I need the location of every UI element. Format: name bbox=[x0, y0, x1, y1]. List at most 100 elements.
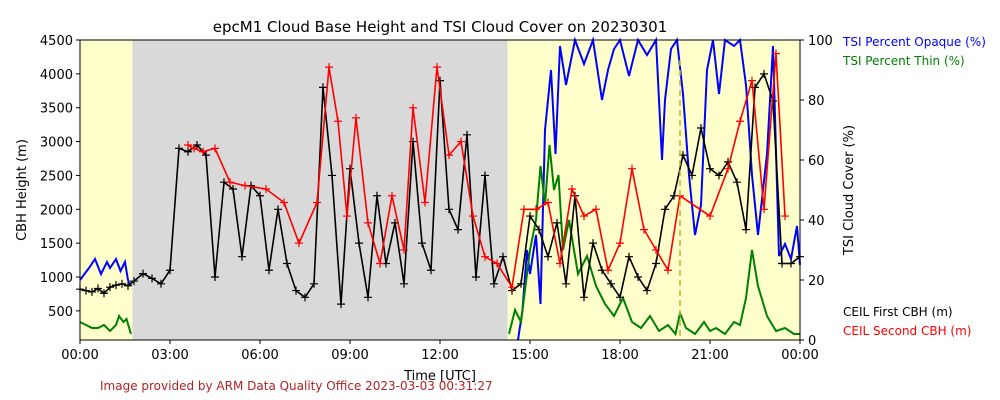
series-2 bbox=[76, 69, 804, 309]
series-layer bbox=[76, 36, 804, 341]
point-2-79 bbox=[760, 69, 768, 78]
point-2-75 bbox=[724, 157, 732, 166]
point-2-1 bbox=[82, 286, 90, 295]
point-3-43 bbox=[736, 117, 744, 126]
point-2-74 bbox=[715, 171, 723, 180]
shade-region-0 bbox=[80, 40, 133, 340]
y-axis-label-left: CBH Height (m) bbox=[15, 139, 30, 241]
point-2-30 bbox=[319, 83, 327, 92]
x-tick-label-7: 21:00 bbox=[691, 348, 728, 363]
point-3-44 bbox=[748, 76, 756, 85]
point-2-44 bbox=[445, 205, 453, 214]
y-right-tick-label-4: 80 bbox=[808, 94, 825, 109]
point-2-53 bbox=[526, 212, 534, 221]
point-2-81 bbox=[778, 259, 786, 268]
point-2-15 bbox=[184, 147, 192, 156]
point-3-26 bbox=[508, 283, 516, 292]
point-3-25 bbox=[493, 259, 501, 268]
y-left-tick-label-7: 4000 bbox=[40, 68, 73, 83]
series-0 bbox=[79, 36, 801, 341]
point-2-7 bbox=[118, 279, 126, 288]
point-2-47 bbox=[472, 273, 480, 282]
point-2-82 bbox=[787, 259, 795, 268]
point-3-14 bbox=[364, 218, 372, 227]
point-3-47 bbox=[781, 212, 789, 221]
point-2-21 bbox=[238, 252, 246, 261]
point-3-20 bbox=[433, 63, 441, 72]
point-3-12 bbox=[343, 212, 351, 221]
x-axis-label: Time [UTC] bbox=[403, 369, 476, 384]
point-3-29 bbox=[544, 198, 552, 207]
point-3-35 bbox=[616, 239, 624, 248]
point-2-63 bbox=[616, 293, 624, 302]
y-axis-label-right: TSI Cloud Cover (%) bbox=[842, 125, 857, 256]
point-2-34 bbox=[355, 239, 363, 248]
point-2-55 bbox=[544, 252, 552, 261]
point-2-35 bbox=[364, 293, 372, 302]
point-2-64 bbox=[625, 252, 633, 261]
point-2-66 bbox=[643, 286, 651, 295]
point-3-24 bbox=[481, 252, 489, 261]
point-3-10 bbox=[325, 63, 333, 72]
y-right-tick-label-2: 40 bbox=[808, 214, 825, 229]
y-left-tick-label-3: 2000 bbox=[40, 203, 73, 218]
point-3-18 bbox=[409, 103, 417, 112]
x-tick-label-8: 00:00 bbox=[781, 348, 818, 363]
point-3-2 bbox=[199, 147, 207, 156]
point-3-39 bbox=[664, 266, 672, 275]
point-3-17 bbox=[400, 245, 408, 254]
point-2-32 bbox=[337, 300, 345, 309]
point-2-24 bbox=[265, 266, 273, 275]
y-left-tick-label-4: 2500 bbox=[40, 169, 73, 184]
point-3-31 bbox=[568, 184, 576, 193]
x-tick-label-0: 00:00 bbox=[61, 348, 98, 363]
series-line-2 bbox=[79, 72, 801, 305]
point-3-34 bbox=[604, 266, 612, 275]
point-3-22 bbox=[457, 137, 465, 146]
y-right-tick-label-5: 100 bbox=[808, 34, 833, 49]
point-2-50 bbox=[499, 252, 507, 261]
point-3-7 bbox=[280, 198, 288, 207]
point-3-32 bbox=[580, 212, 588, 221]
series-line-3 bbox=[187, 53, 786, 290]
point-2-13 bbox=[166, 266, 174, 275]
series-line-0 bbox=[79, 36, 801, 341]
x-tick-label-5: 15:00 bbox=[511, 348, 548, 363]
point-3-19 bbox=[421, 198, 429, 207]
chart-title: epcM1 Cloud Base Height and TSI Cloud Co… bbox=[213, 18, 667, 36]
point-2-2 bbox=[88, 287, 96, 296]
point-3-3 bbox=[211, 144, 219, 153]
point-3-36 bbox=[628, 164, 636, 173]
y-left-tick-label-8: 4500 bbox=[40, 34, 73, 49]
legend-opaque: TSI Percent Opaque (%) bbox=[842, 35, 986, 49]
y-left-tick-label-2: 1500 bbox=[40, 237, 73, 252]
point-3-27 bbox=[520, 205, 528, 214]
point-2-26 bbox=[283, 259, 291, 268]
point-2-62 bbox=[607, 279, 615, 288]
y-left-tick-label-6: 3500 bbox=[40, 102, 73, 117]
point-2-56 bbox=[553, 218, 561, 227]
point-2-36 bbox=[373, 191, 381, 200]
point-3-0 bbox=[184, 140, 192, 149]
series-line-1 bbox=[79, 144, 800, 337]
x-axis: 00:00 03:00 06:00 09:00 12:00 15:00 18:00 21:00… bbox=[61, 340, 819, 363]
point-2-39 bbox=[400, 279, 408, 288]
x-tick-label-1: 03:00 bbox=[151, 348, 188, 363]
point-2-14 bbox=[175, 144, 183, 153]
point-2-46 bbox=[463, 130, 471, 139]
y-left-tick-label-1: 1000 bbox=[40, 271, 73, 286]
point-2-54 bbox=[535, 225, 543, 234]
point-3-15 bbox=[376, 259, 384, 268]
point-3-45 bbox=[760, 205, 768, 214]
point-3-11 bbox=[334, 117, 342, 126]
point-3-37 bbox=[640, 225, 648, 234]
y-right-tick-label-3: 60 bbox=[808, 154, 825, 169]
point-3-5 bbox=[241, 181, 249, 190]
point-2-11 bbox=[148, 274, 156, 283]
point-2-68 bbox=[661, 205, 669, 214]
point-2-18 bbox=[211, 273, 219, 282]
point-2-77 bbox=[742, 225, 750, 234]
shade-region-1 bbox=[132, 40, 508, 340]
point-2-6 bbox=[112, 281, 120, 290]
